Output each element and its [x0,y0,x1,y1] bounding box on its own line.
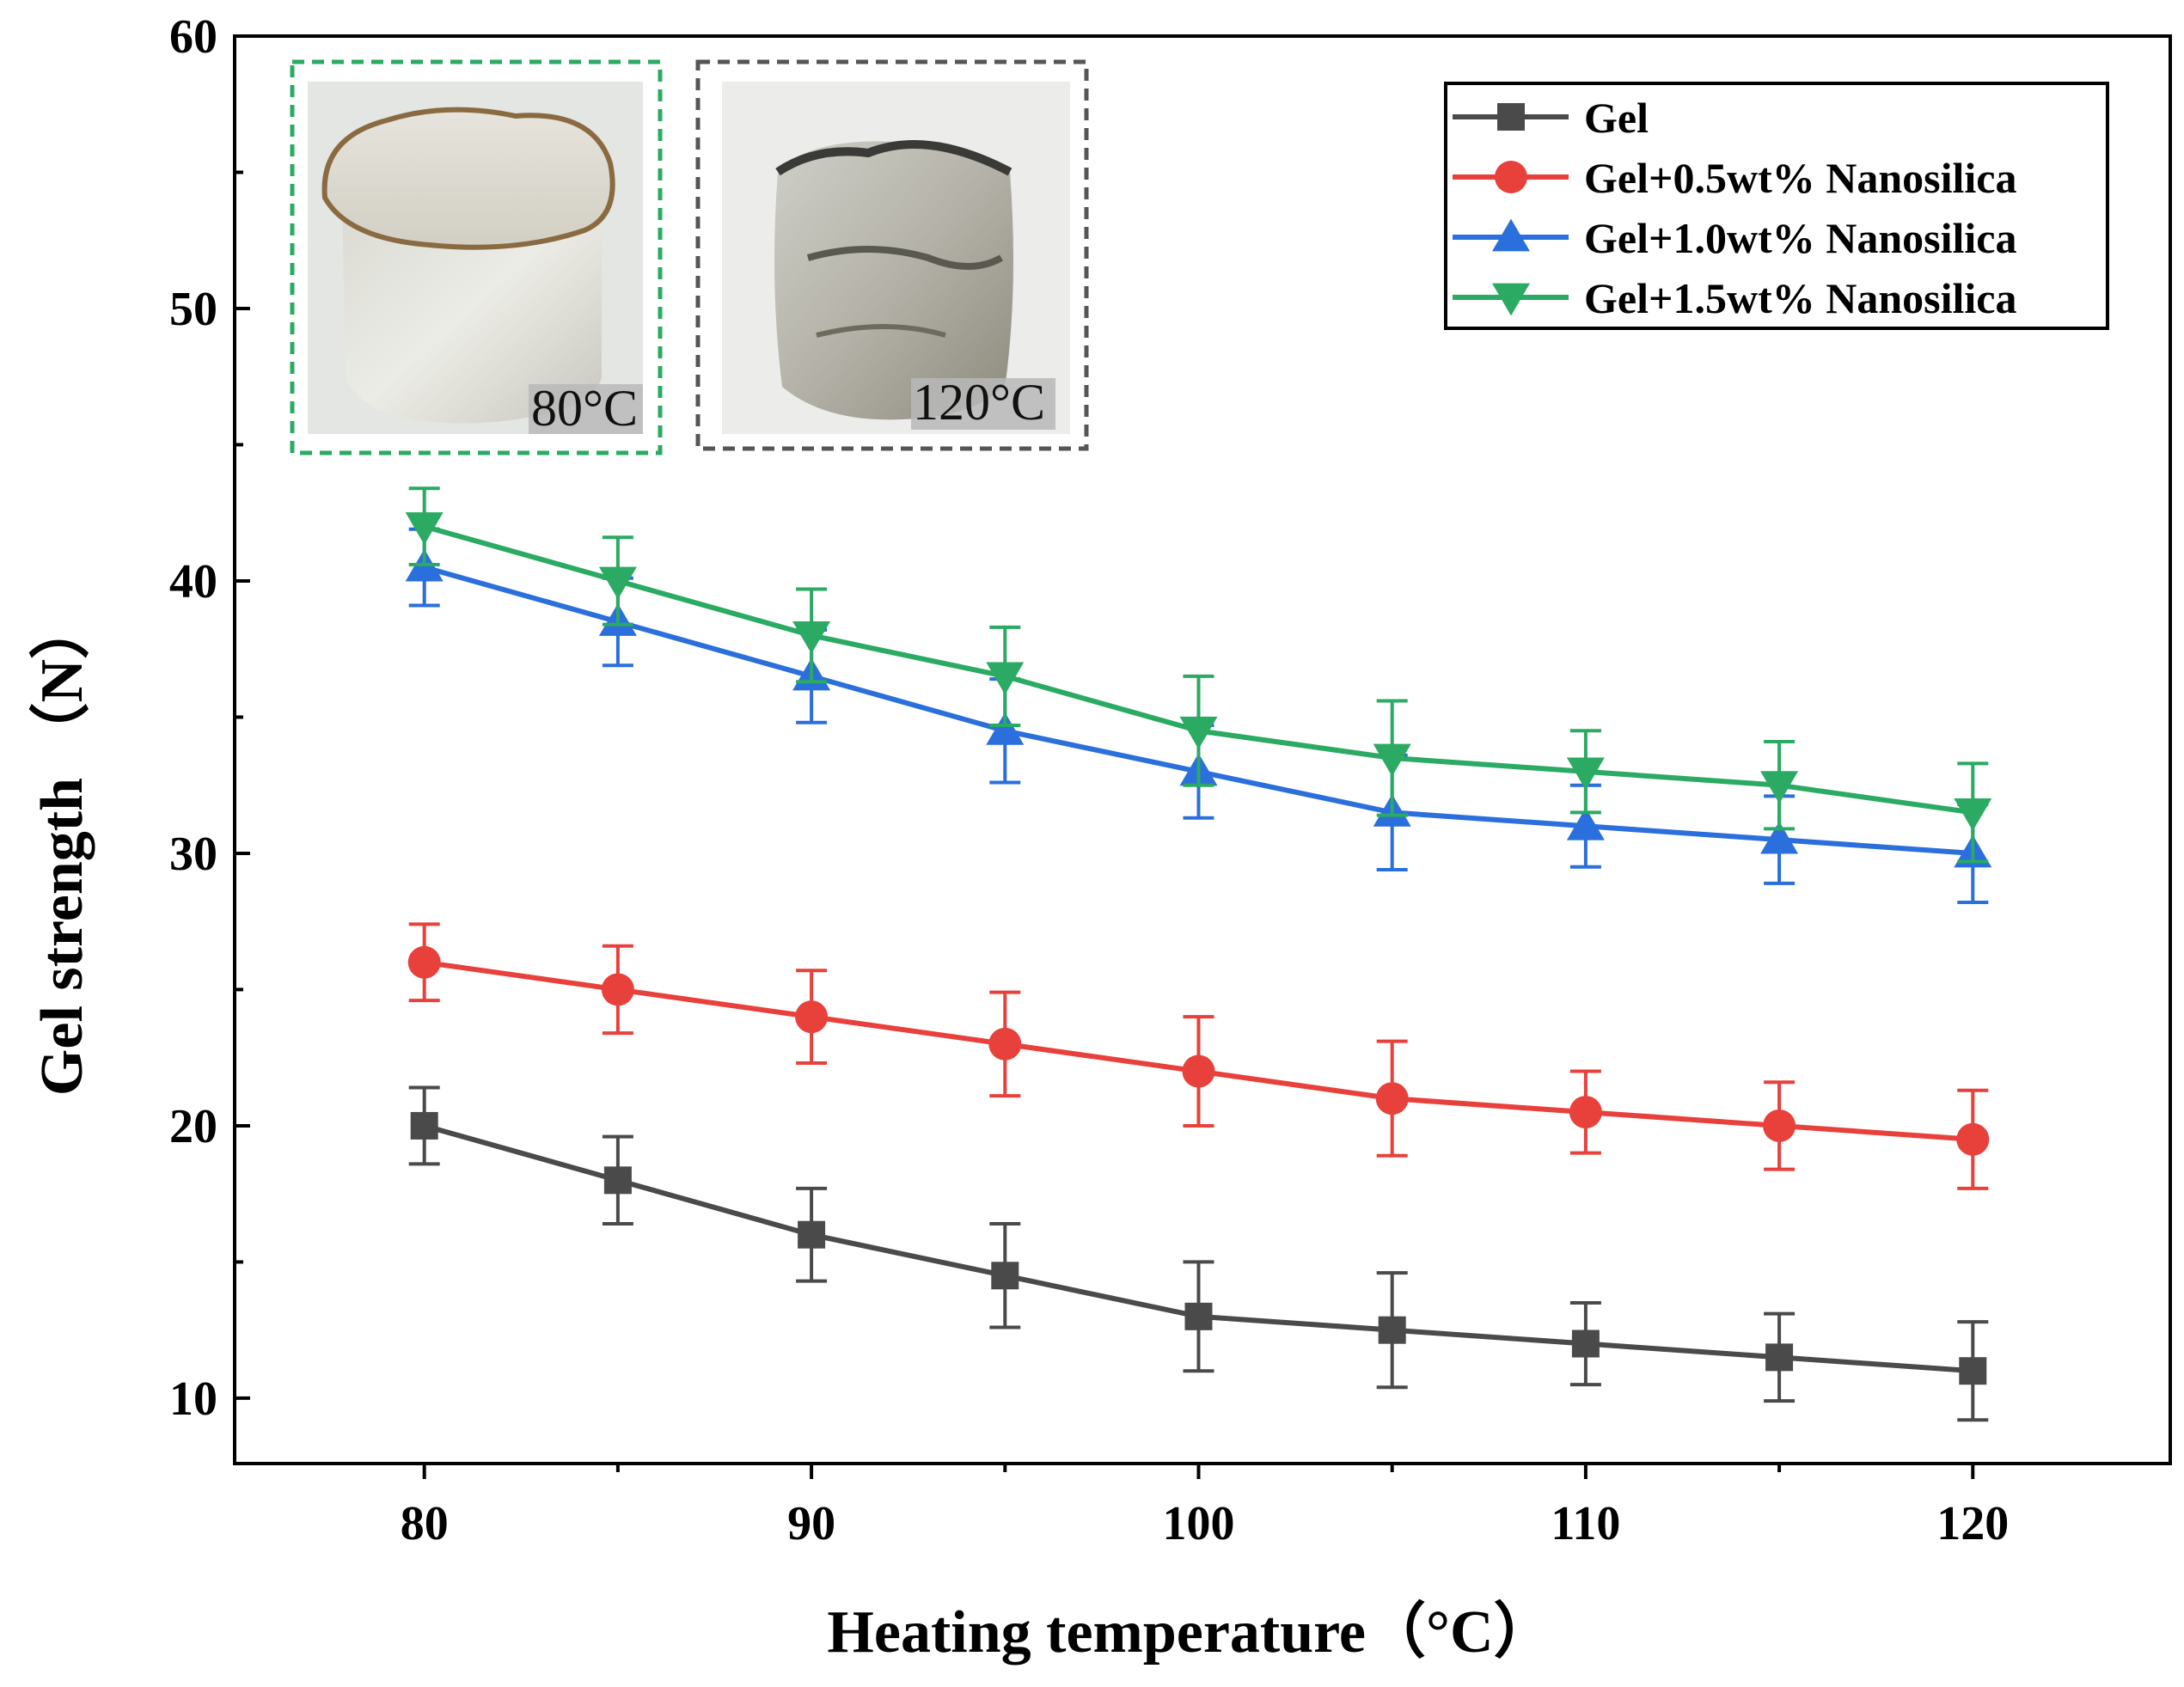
legend-label-gel-10: Gel+1.0wt% Nanosilica [1584,214,2016,262]
gel-sample-120-crack-3 [816,324,946,338]
inset-border-120 [695,59,1089,451]
data-point [1760,771,1799,804]
inset-label-bg-80 [529,384,643,434]
legend-marker [1497,103,1525,131]
legend-label-gel-15: Gel+1.5wt% Nanosilica [1584,274,2016,322]
data-point [986,662,1025,695]
data-point [795,1000,829,1034]
data-point [1956,1122,1990,1156]
x-tick-label: 120 [1936,1497,2009,1550]
series-3 [405,486,1992,864]
data-point [1179,716,1218,749]
y-tick-label: 50 [169,283,217,336]
x-axis-title: Heating temperature（°C） [827,1598,1553,1666]
data-point [1566,757,1605,791]
data-point [991,1262,1019,1290]
plot-frame [233,34,2172,1465]
data-point [410,1111,438,1140]
inset-label-bg-120 [911,378,1055,430]
gel-sample-120-crack-2 [806,246,1003,270]
data-point [1765,1343,1794,1372]
y-tick-label: 30 [169,828,217,881]
gel-sample-120-crack [775,139,1012,176]
x-tick-label: 100 [1162,1497,1234,1550]
x-tick-label: 90 [787,1497,835,1550]
x-tick-label: 110 [1551,1497,1620,1550]
legend: Gel Gel+0.5wt% Nanosilica Gel+1.0wt% Nan… [1444,82,2109,330]
legend-item-1 [1453,161,1569,193]
data-point [405,512,444,545]
gel-sample-80-body [342,189,602,424]
legend-marker [1492,218,1530,252]
data-point [1760,821,1799,854]
data-point [601,973,634,1006]
data-point [1373,743,1411,777]
legend-marker [1495,161,1527,193]
y-axis-title: Gel strength （N） [28,599,95,1096]
legend-label-gel: Gel [1584,94,1649,142]
data-point [1375,1082,1409,1115]
data-point [407,945,441,979]
legend-label-gel-05: Gel+0.5wt% Nanosilica [1584,154,2016,202]
data-point [988,1027,1022,1060]
inset-photo-80: 80°C [290,59,663,455]
gel-sample-80-top [321,107,615,250]
series-1 [407,922,1990,1190]
series-layer [405,486,1992,1422]
data-point [1566,807,1605,840]
data-point [598,566,637,600]
y-tick-label: 40 [169,555,217,608]
legend-item-2 [1453,218,1569,252]
data-point [1954,798,1992,831]
data-point [1571,1329,1600,1358]
data-point [1378,1316,1406,1344]
data-point [1184,1302,1213,1330]
inset-photo-120: 120°C [695,59,1089,451]
legend-marker [1492,283,1530,316]
data-point [603,1166,632,1195]
inset-label-120: 120°C [913,374,1045,431]
data-point [986,712,1025,745]
y-tick-label: 10 [169,1372,217,1426]
legend-item-3 [1453,283,1569,316]
y-tick-label: 20 [169,1100,217,1153]
axes: 10 20 30 40 50 60 80 90 100 110 120 [169,10,2172,1550]
data-point [792,620,831,654]
data-point [798,1220,826,1249]
data-point [1569,1096,1602,1129]
gel-sample-120-body [774,141,1013,420]
data-point [1959,1357,1987,1385]
series-0 [408,1085,1989,1422]
data-point [1763,1109,1796,1142]
data-point [1182,1054,1215,1088]
inset-label-80: 80°C [531,380,638,437]
x-tick-label: 80 [401,1497,449,1550]
legend-box [1444,82,2109,330]
y-tick-label: 60 [169,10,217,64]
inset-border-80 [290,59,663,455]
legend-item-0 [1453,103,1569,131]
